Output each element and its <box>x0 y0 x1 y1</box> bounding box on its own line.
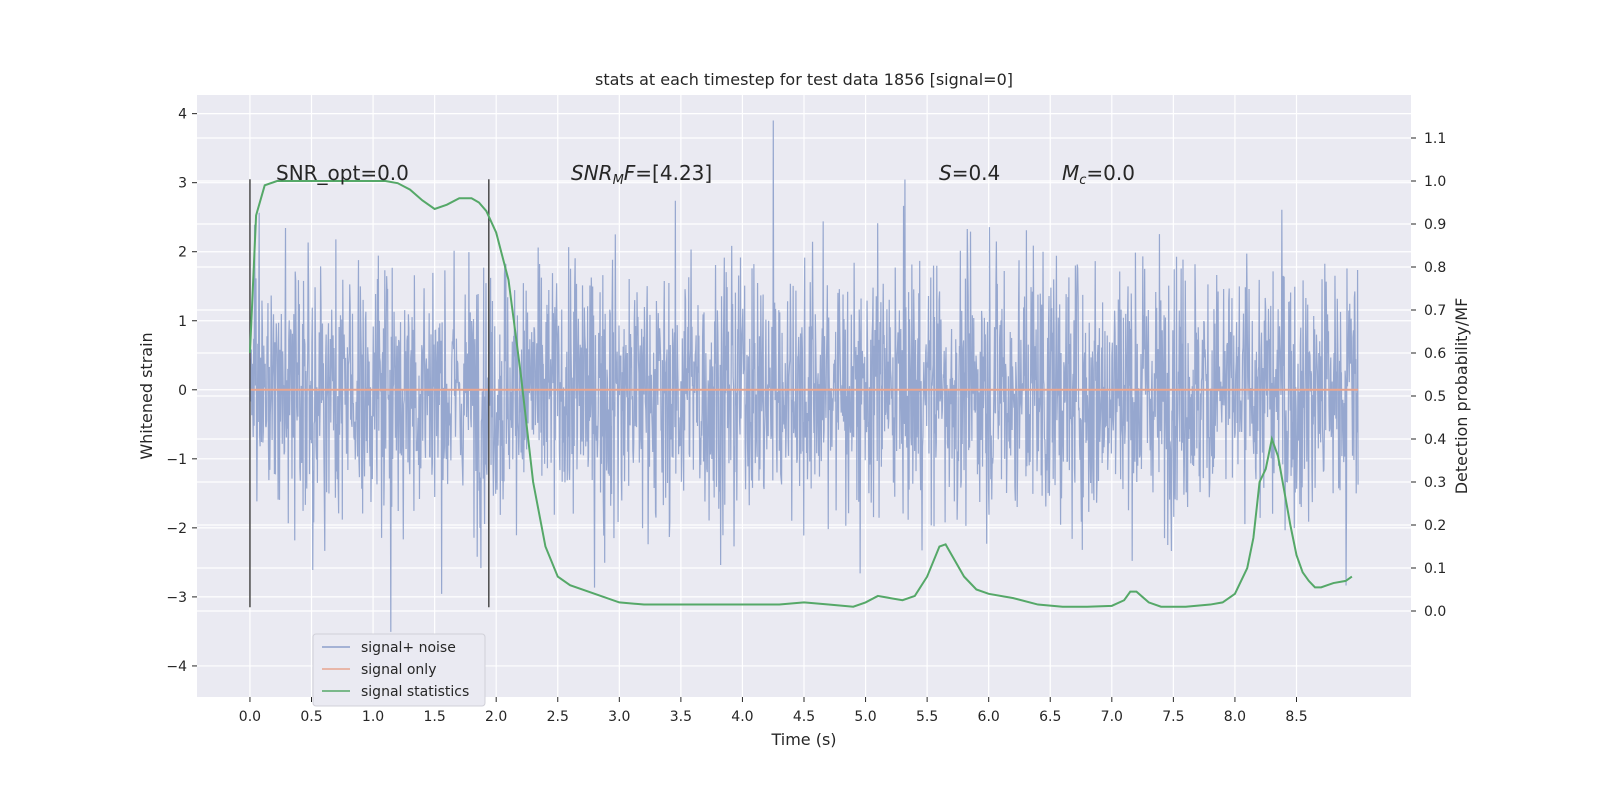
legend-box <box>312 633 486 707</box>
y-right-tick-label: 0.6 <box>1424 346 1446 362</box>
y-right-tick-label: 0.0 <box>1424 604 1446 620</box>
signal-noise-trace <box>249 120 1359 632</box>
x-tick-label: 3.5 <box>670 709 692 725</box>
y-left-tick-label: 4 <box>178 107 187 123</box>
y-right-tick-label: 0.8 <box>1424 260 1446 276</box>
x-tick-label: 3.0 <box>608 709 630 725</box>
y-axis-right-label: Detection probability/MF <box>1452 298 1471 495</box>
x-tick-label: 2.0 <box>485 709 507 725</box>
annotation-snr-opt: SNR_opt=0.0 <box>276 161 409 185</box>
y-left-tick-label: 3 <box>178 176 187 192</box>
x-axis-label: Time (s) <box>770 730 836 749</box>
y-right-tick-label: 1.1 <box>1424 131 1446 147</box>
x-tick-label: 8.0 <box>1224 709 1246 725</box>
y-right-tick-label: 0.2 <box>1424 518 1446 534</box>
y-left-tick-label: 1 <box>178 314 187 330</box>
x-tick-label: 5.5 <box>916 709 938 725</box>
series-signal-noise <box>249 120 1359 632</box>
signal-statistics-line <box>248 180 1353 608</box>
y-right-tick-label: 0.3 <box>1424 475 1446 491</box>
legend: signal+ noise signal only signal statist… <box>312 633 486 707</box>
y-right-tick-label: 0.4 <box>1424 432 1446 448</box>
y-right-tick-label: 0.1 <box>1424 561 1446 577</box>
legend-label-signal-statistics: signal statistics <box>361 684 469 700</box>
x-tick-label: 1.5 <box>423 709 445 725</box>
annotation-s: S=0.4 <box>939 161 1000 185</box>
y-axis-left-label: Whitened strain <box>137 332 156 459</box>
svg-text:SNR_opt=0.0: SNR_opt=0.0 <box>276 161 409 185</box>
svg-text:SNRMF=[4.23]: SNRMF=[4.23] <box>571 161 712 188</box>
x-tick-label: 7.0 <box>1101 709 1123 725</box>
y-left-tick-label: −4 <box>166 659 187 675</box>
svg-text:S=0.4: S=0.4 <box>939 161 1000 185</box>
y-left-tick-label: −3 <box>166 590 187 606</box>
x-tick-label: 4.5 <box>793 709 815 725</box>
x-tick-label: 7.5 <box>1162 709 1184 725</box>
vertical-markers <box>249 179 490 608</box>
y-left-tick-label: 0 <box>178 383 187 399</box>
x-tick-label: 8.5 <box>1285 709 1307 725</box>
x-tick-label: 0.5 <box>300 709 322 725</box>
series-signal-statistics <box>248 180 1353 608</box>
x-tick-label: 0.0 <box>239 709 261 725</box>
x-tick-label: 6.5 <box>1039 709 1061 725</box>
x-tick-label: 4.0 <box>731 709 753 725</box>
chart-title: stats at each timestep for test data 185… <box>595 70 1013 89</box>
x-tick-label: 6.0 <box>978 709 1000 725</box>
y-right-tick-label: 1.0 <box>1424 174 1446 190</box>
legend-label-signal-noise: signal+ noise <box>361 640 456 656</box>
svg-text:Mc=0.0: Mc=0.0 <box>1062 161 1135 188</box>
y-left-tick-label: 2 <box>178 245 187 261</box>
legend-label-signal-only: signal only <box>361 662 436 678</box>
annotation-mc: Mc=0.0 <box>1062 161 1135 188</box>
annotation-snr-mf: SNRMF=[4.23] <box>571 161 712 188</box>
x-tick-label: 2.5 <box>547 709 569 725</box>
y-right-tick-label: 0.7 <box>1424 303 1446 319</box>
x-tick-label: 5.0 <box>854 709 876 725</box>
y-left-tick-label: −2 <box>166 521 187 537</box>
axis-ticks: 0.0 0.5 1.0 1.5 2.0 2.5 3.0 3.5 4.0 4.5 5.0 5.5 6.0 6… <box>166 107 1446 725</box>
x-tick-label: 1.0 <box>362 709 384 725</box>
y-right-tick-label: 0.9 <box>1424 217 1446 233</box>
y-left-tick-label: −1 <box>166 452 187 468</box>
y-right-tick-label: 0.5 <box>1424 389 1446 405</box>
